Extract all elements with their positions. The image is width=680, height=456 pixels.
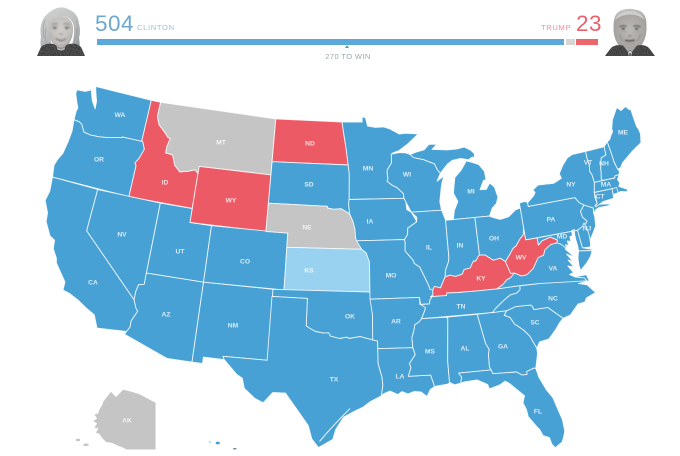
svg-text:AZ: AZ: [162, 312, 171, 319]
svg-text:OR: OR: [94, 157, 104, 164]
svg-text:NE: NE: [302, 225, 312, 232]
svg-text:IA: IA: [367, 219, 374, 226]
svg-text:GA: GA: [498, 344, 508, 351]
svg-text:AL: AL: [461, 346, 470, 353]
svg-text:OH: OH: [489, 236, 499, 243]
svg-text:MO: MO: [386, 273, 397, 280]
svg-text:IN: IN: [457, 243, 464, 250]
svg-text:MT: MT: [216, 140, 227, 147]
svg-text:WA: WA: [115, 112, 126, 119]
svg-text:MI: MI: [467, 189, 475, 196]
svg-text:LA: LA: [396, 374, 405, 381]
svg-text:MN: MN: [363, 166, 374, 173]
svg-text:WV: WV: [516, 255, 527, 262]
svg-text:TN: TN: [457, 304, 466, 311]
svg-text:ID: ID: [162, 180, 169, 187]
svg-text:MD: MD: [557, 234, 568, 241]
svg-text:KS: KS: [304, 268, 314, 275]
svg-text:IL: IL: [426, 245, 432, 252]
svg-text:CT: CT: [596, 194, 606, 201]
svg-text:SC: SC: [530, 320, 539, 327]
svg-text:KY: KY: [476, 276, 486, 283]
svg-text:NH: NH: [599, 161, 609, 168]
svg-text:MS: MS: [425, 349, 436, 356]
svg-text:ME: ME: [618, 130, 629, 137]
svg-text:VA: VA: [549, 266, 558, 273]
svg-text:NC: NC: [548, 296, 558, 303]
svg-text:CA: CA: [88, 280, 98, 287]
svg-text:NJ: NJ: [583, 226, 592, 233]
svg-text:SD: SD: [304, 182, 313, 189]
svg-text:PA: PA: [547, 217, 556, 224]
svg-text:ND: ND: [305, 141, 315, 148]
svg-text:CO: CO: [240, 259, 250, 266]
svg-text:WY: WY: [226, 198, 237, 205]
svg-text:FL: FL: [534, 409, 542, 416]
svg-text:MA: MA: [601, 182, 612, 189]
svg-text:NY: NY: [566, 182, 576, 189]
svg-text:NM: NM: [228, 323, 239, 330]
svg-text:UT: UT: [176, 249, 186, 256]
svg-text:AK: AK: [122, 418, 132, 425]
svg-text:TX: TX: [330, 377, 339, 384]
svg-text:OK: OK: [345, 314, 355, 321]
svg-text:NV: NV: [117, 232, 127, 239]
svg-text:WI: WI: [403, 172, 411, 179]
svg-text:AR: AR: [391, 319, 401, 326]
svg-text:VT: VT: [584, 160, 593, 167]
